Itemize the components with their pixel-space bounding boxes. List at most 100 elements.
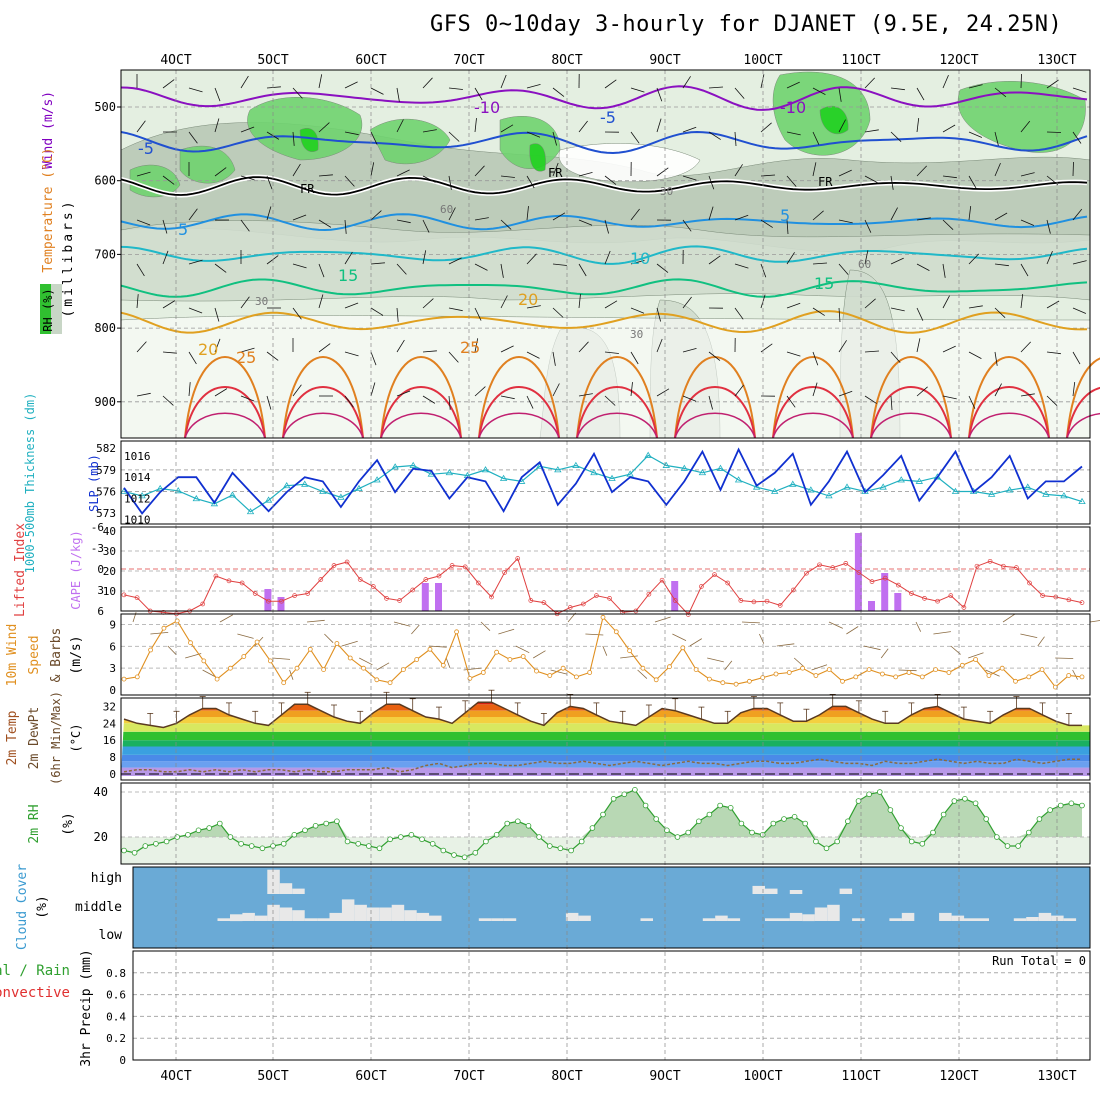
lifted-index-point (134, 595, 140, 601)
middle-cloud-bar (267, 904, 280, 921)
wind-barb (500, 74, 507, 89)
wind-barb (370, 307, 384, 316)
rh2m-point (834, 838, 840, 845)
rh2m-point (472, 849, 479, 856)
wind-barb (838, 340, 847, 353)
wind10-speed-point (680, 645, 686, 651)
rh2m-point (898, 825, 904, 831)
wind-barb (240, 296, 250, 309)
lifted-index-point (515, 556, 521, 561)
wind-barb (630, 307, 645, 314)
wind-barb (864, 77, 875, 89)
wind-barb (370, 351, 377, 366)
wind10-barb (759, 633, 765, 644)
slp-axis-label: SLP (mb) (87, 454, 101, 512)
middle-cloud-bar (404, 910, 417, 921)
cape-panel-border (120, 526, 1091, 612)
wind-barb (552, 351, 556, 366)
wind-barb (318, 294, 324, 309)
precip-axis-label: 3hr Precip (mm) (79, 949, 94, 1066)
contour-label: -5 (138, 139, 154, 158)
middle-cloud-bar (503, 918, 517, 921)
temperature-axis-label: Temperature (°C) (41, 147, 56, 272)
thickness-point (355, 484, 363, 492)
wind-barb (630, 382, 633, 397)
rh2m-point (206, 825, 213, 831)
wind-barb (1020, 393, 1035, 397)
rh2m-point (749, 829, 755, 836)
cape-bar (881, 573, 889, 611)
wind-barb (682, 395, 697, 402)
rh2m-point (248, 843, 255, 849)
thickness-point (915, 477, 924, 484)
thickness-point (897, 476, 905, 483)
middle-cloud-bar (565, 912, 579, 921)
rh2m-point (610, 795, 617, 802)
rh2m-tick: 40 (94, 785, 108, 799)
wind-barb (240, 219, 250, 232)
wind10-speed-point (853, 674, 859, 680)
thickness-point (373, 476, 381, 483)
precip-tick: 0.8 (106, 967, 126, 980)
slp-panel-border (120, 440, 1091, 525)
wind10-speed-point (347, 655, 353, 661)
wind-barb (656, 87, 663, 102)
lifted-index-point (567, 605, 573, 610)
wind-barb (942, 263, 946, 278)
rh2m-point (153, 840, 159, 847)
rh2m-point (302, 827, 308, 834)
wind-barb (396, 339, 405, 353)
rh2m-point (131, 849, 138, 856)
wind-barb (370, 210, 382, 221)
wind-barb (370, 87, 384, 95)
rh2m-point (983, 816, 989, 822)
temp-contour-30 (184, 386, 1100, 439)
middle-cloud-bar (329, 912, 342, 921)
wind-barb (786, 131, 801, 136)
rh2m-point (664, 827, 670, 834)
wind-barb (968, 305, 983, 309)
rh-lower-band (121, 837, 1090, 864)
wind-barb (266, 395, 272, 410)
wind-barb (1072, 307, 1087, 314)
wind-barb (812, 131, 820, 145)
thickness-point (608, 474, 616, 481)
cloud-axis-label: Cloud Cover (15, 864, 30, 950)
rh2m-point (429, 840, 436, 847)
wind10-barb (428, 645, 447, 648)
cape-bar (894, 593, 902, 611)
wind-barb (942, 124, 956, 133)
lifted-index-point (725, 580, 731, 586)
wind-barb (526, 253, 537, 265)
lifted-index-point (948, 593, 954, 598)
wind-barb (864, 250, 869, 265)
precip-total-label: Total / Rain (0, 963, 70, 979)
wind-barb (812, 210, 824, 221)
rh2m-point (962, 795, 968, 802)
cloud-panel-border (132, 866, 1091, 949)
wind10-barb (793, 657, 804, 667)
lifted-index-point (397, 598, 402, 603)
wind-barb (604, 300, 618, 309)
wind-barb (942, 175, 957, 179)
rh2m-point (419, 836, 425, 843)
wind-barb (162, 250, 169, 265)
wind10-barb (341, 640, 358, 647)
precip-tick: 0.2 (106, 1032, 126, 1045)
thickness-point (264, 496, 273, 503)
wind-barb (474, 87, 483, 101)
wind-barb (890, 307, 905, 312)
rh-area (529, 143, 546, 172)
wind10-speed-point (334, 641, 340, 646)
wind-barb (604, 351, 619, 354)
lifted-index-point (580, 601, 586, 607)
wind10-speed-point (148, 647, 154, 653)
wind-barb (1020, 73, 1022, 89)
rh2m-point (738, 820, 745, 827)
thickness-point (499, 474, 508, 481)
wind-barb (578, 393, 593, 397)
cape-bar (671, 581, 679, 611)
rh2m-point (291, 831, 298, 838)
date-label-bottom: 6OCT (355, 1069, 386, 1084)
wind-barb (162, 300, 176, 309)
